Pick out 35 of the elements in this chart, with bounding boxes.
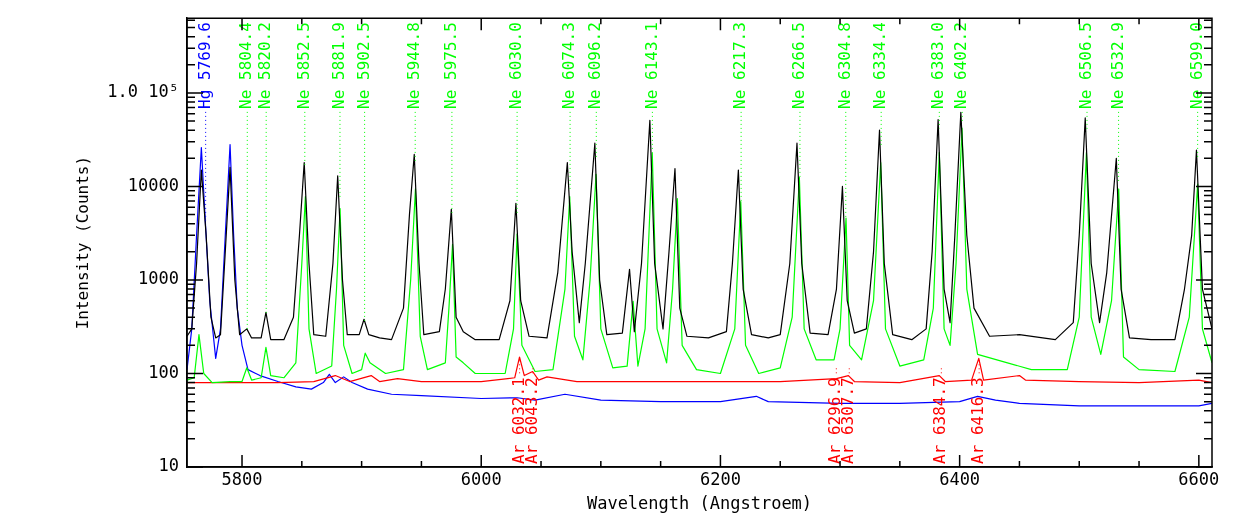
- ref-line-label: Ne 6074.3: [559, 22, 579, 109]
- ref-line-label: Ne 6532.9: [1107, 22, 1127, 109]
- y-tick-label: 100: [148, 361, 179, 382]
- ref-line-label: Ne 6266.5: [789, 22, 809, 109]
- ref-line-label: Ne 6030.0: [506, 22, 526, 109]
- y-tick-label: 10000: [127, 174, 179, 195]
- x-tick-label: 6200: [699, 468, 741, 489]
- ref-line-label: Ne 6217.3: [730, 22, 750, 109]
- ref-line-label: Ne 6402.2: [951, 22, 971, 109]
- y-tick-label: 1.0 10⁵: [107, 81, 179, 102]
- ref-line-label: Ne 6599.0: [1186, 22, 1206, 109]
- ref-line-label: Ar 6416.3: [968, 377, 988, 464]
- ref-line-label: Ar 6384.7: [930, 377, 950, 464]
- ref-line-label: Ne 6506.5: [1076, 22, 1096, 109]
- ref-line-label: Ne 6304.8: [834, 22, 854, 109]
- ref-line-label: Ne 6143.1: [641, 22, 661, 109]
- x-tick-label: 6000: [460, 468, 502, 489]
- x-tick-label: 6600: [1178, 468, 1220, 489]
- y-tick-label: 10: [158, 455, 179, 476]
- ref-line-label: Ne 6096.2: [585, 22, 605, 109]
- ref-line-label: Ne 6334.4: [870, 22, 890, 109]
- y-axis-title: Intensity (Counts): [72, 155, 92, 330]
- ref-line-label: Ne 5944.8: [404, 22, 424, 109]
- x-axis-title: Wavelength (Angstroem): [586, 493, 813, 514]
- x-tick-label: 6400: [939, 468, 981, 489]
- ref-line-label: Ne 5902.5: [353, 22, 373, 109]
- ref-line-label: Ne 5852.5: [293, 22, 313, 109]
- ref-line-label: Ne 5881.9: [329, 22, 349, 109]
- ref-line-label: Ne 5975.5: [441, 22, 461, 109]
- y-tick-label: 1000: [138, 268, 179, 289]
- ref-line-label: Ne 6383.0: [928, 22, 948, 109]
- x-tick-label: 5800: [221, 468, 263, 489]
- ref-line-label: Ne 5820.2: [255, 22, 275, 109]
- ref-line-label: Ne 5804.4: [236, 22, 256, 109]
- ref-line-label: Hg 5769.6: [194, 22, 214, 109]
